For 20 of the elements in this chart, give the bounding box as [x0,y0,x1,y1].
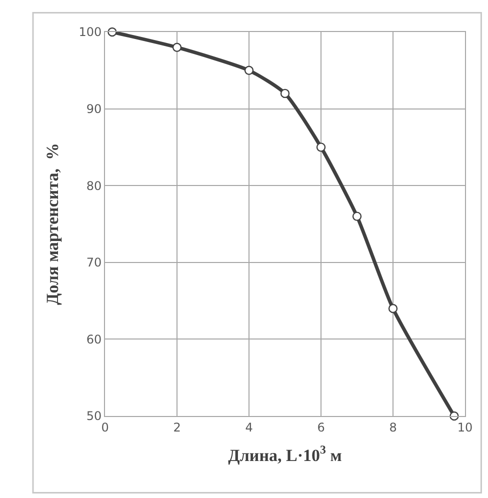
x-tick-label: 6 [317,420,325,434]
point [244,66,254,75]
y-tick-label: 70 [86,256,102,270]
x-tick-label: 10 [457,420,473,434]
y-tick-label: 80 [86,178,102,193]
y-tick-label: 60 [86,332,102,346]
point [280,88,290,98]
point [352,212,362,221]
x-tick-label: 4 [245,420,253,434]
x-axis-title: Длина, L·10$^{3}$ м [228,442,342,465]
x-tick-label: 8 [389,420,397,434]
x-tick-label: 0 [101,420,109,434]
point [388,304,398,314]
y-tick-label: 90 [86,102,102,116]
y-axis-title: Доля мартенсита, % [43,143,62,305]
y-tick-label: 100 [78,25,102,40]
point [172,42,182,52]
y-tick-label: 50 [86,409,102,424]
point [316,142,326,152]
x-tick-label: 2 [173,420,181,434]
